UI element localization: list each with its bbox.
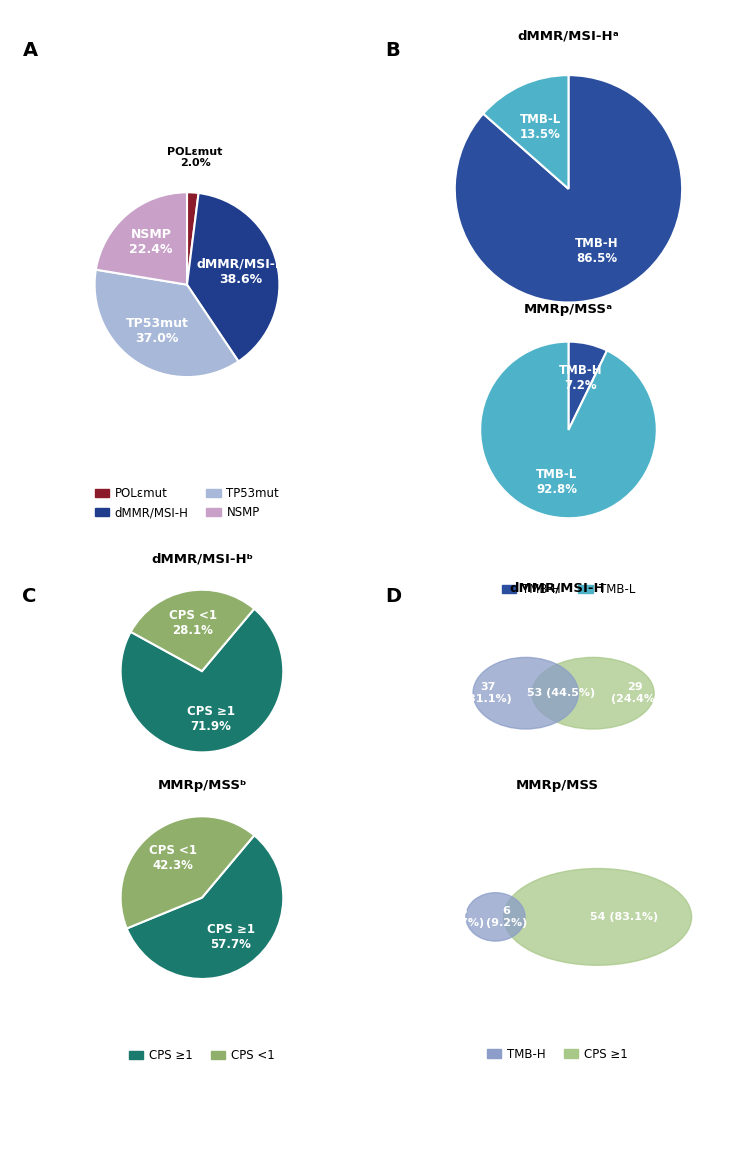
Wedge shape [120, 817, 254, 928]
Wedge shape [187, 192, 198, 285]
Ellipse shape [503, 868, 692, 966]
Text: 54 (83.1%): 54 (83.1%) [590, 912, 658, 921]
Text: CPS ≥1
57.7%: CPS ≥1 57.7% [206, 923, 255, 951]
Text: 37
(31.1%): 37 (31.1%) [463, 682, 512, 704]
Wedge shape [96, 192, 187, 285]
Text: TMB-H
7.2%: TMB-H 7.2% [559, 365, 602, 393]
Wedge shape [480, 342, 657, 518]
Title: MMRp/MSSᵃ: MMRp/MSSᵃ [524, 302, 613, 316]
Title: dMMR/MSI-Hᵃ: dMMR/MSI-Hᵃ [518, 30, 619, 43]
Ellipse shape [532, 658, 654, 729]
Wedge shape [187, 193, 280, 361]
Wedge shape [126, 835, 283, 978]
Title: dMMR/MSI-Hᵇ: dMMR/MSI-Hᵇ [151, 552, 253, 566]
Text: 5
(7.7%): 5 (7.7%) [443, 906, 484, 927]
Text: dMMR/MSI-H
38.6%: dMMR/MSI-H 38.6% [196, 258, 286, 286]
Legend: CPS ≥1, CPS <1: CPS ≥1, CPS <1 [125, 1045, 279, 1067]
Ellipse shape [466, 892, 525, 941]
Wedge shape [483, 76, 568, 188]
Title: MMRp/MSS: MMRp/MSS [516, 779, 598, 792]
Text: C: C [22, 587, 37, 605]
Text: CPS ≥1
71.9%: CPS ≥1 71.9% [187, 705, 235, 733]
Title: dMMR/MSI-H: dMMR/MSI-H [509, 581, 605, 595]
Wedge shape [455, 76, 682, 302]
Text: 6
(9.2%): 6 (9.2%) [485, 906, 527, 927]
Text: POLεmut
2.0%: POLεmut 2.0% [168, 146, 223, 168]
Wedge shape [94, 270, 239, 378]
Wedge shape [131, 590, 254, 670]
Text: 29
(24.4%): 29 (24.4%) [610, 682, 660, 704]
Legend: TMB-H, TMB-L: TMB-H, TMB-L [497, 579, 640, 601]
Text: TMB-H
86.5%: TMB-H 86.5% [574, 237, 619, 265]
Text: TMB-L
92.8%: TMB-L 92.8% [536, 467, 577, 495]
Wedge shape [568, 342, 607, 430]
Text: A: A [22, 41, 37, 59]
Text: CPS <1
42.3%: CPS <1 42.3% [149, 845, 197, 873]
Title: MMRp/MSSᵇ: MMRp/MSSᵇ [157, 779, 247, 792]
Text: B: B [385, 41, 400, 59]
Legend: TMB-H, CPS ≥1: TMB-H, CPS ≥1 [482, 1042, 632, 1066]
Text: D: D [385, 587, 402, 605]
Text: TP53mut
37.0%: TP53mut 37.0% [126, 317, 188, 345]
Ellipse shape [473, 658, 578, 729]
Text: CPS <1
28.1%: CPS <1 28.1% [169, 609, 217, 637]
Text: TMB-L
13.5%: TMB-L 13.5% [520, 113, 561, 141]
Text: 53 (44.5%): 53 (44.5%) [527, 688, 595, 698]
Wedge shape [120, 609, 283, 752]
Legend: POLεmut, dMMR/MSI-H, TP53mut, NSMP: POLεmut, dMMR/MSI-H, TP53mut, NSMP [90, 482, 284, 524]
Text: NSMP
22.4%: NSMP 22.4% [129, 229, 173, 257]
